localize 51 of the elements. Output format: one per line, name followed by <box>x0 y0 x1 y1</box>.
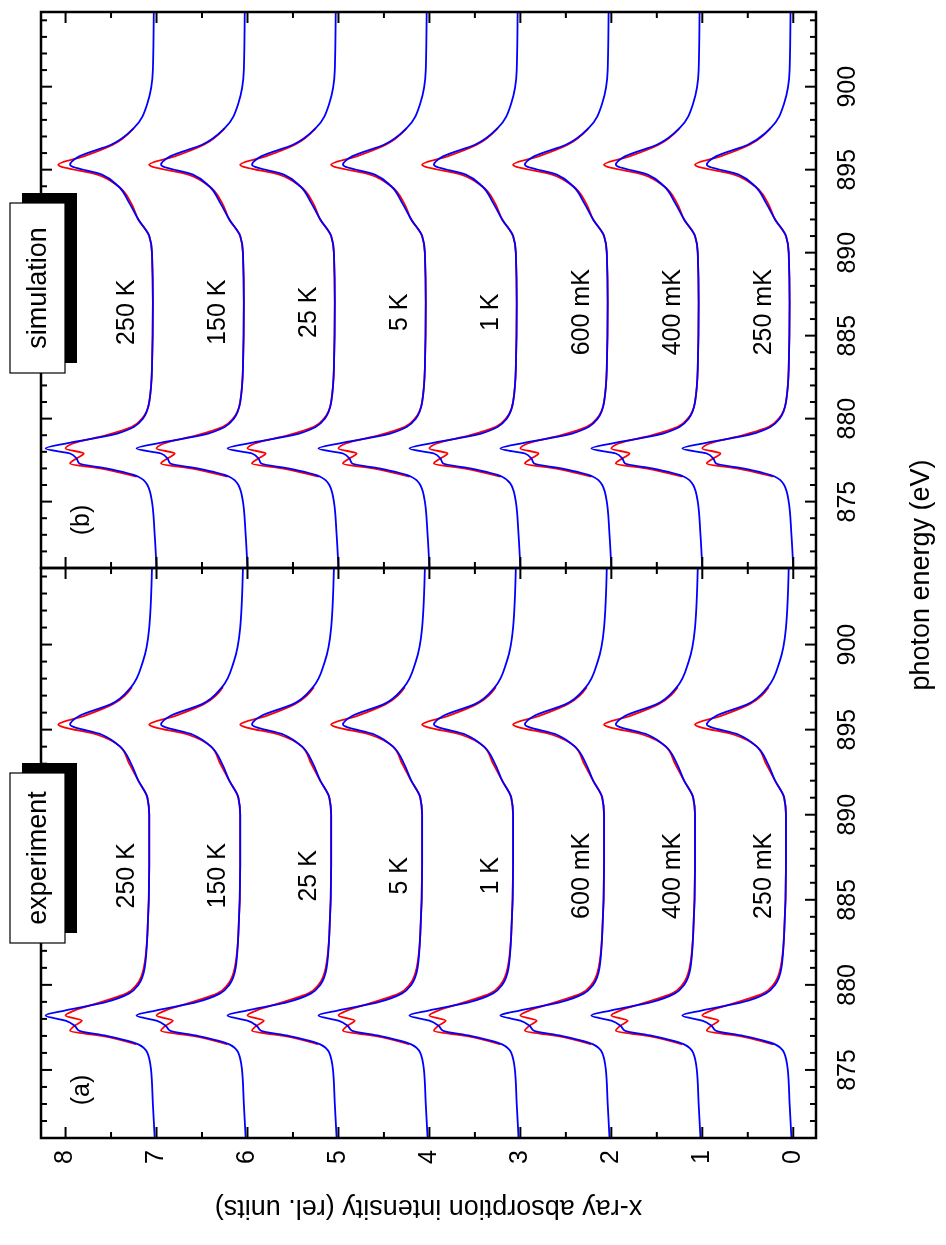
annotation: experiment <box>21 790 52 925</box>
x-tick-label: 3 <box>503 1150 532 1164</box>
y-tick-label: 880 <box>831 397 860 440</box>
x-tick-label: 6 <box>231 1150 260 1164</box>
y-tick-label: 900 <box>831 623 860 666</box>
y-tick-label: 885 <box>831 878 860 921</box>
x-tick-label: 8 <box>49 1150 78 1164</box>
y-tick-label: 890 <box>831 231 860 274</box>
y-tick-label: 875 <box>831 1049 860 1091</box>
annotation: 250 K <box>110 842 139 909</box>
annotation: 400 mK <box>656 832 685 919</box>
x-tick-label: 4 <box>413 1149 442 1164</box>
annotation: 400 mK <box>656 268 685 356</box>
annotation: 5 K <box>383 856 412 895</box>
annotation: (a) <box>65 1074 94 1106</box>
x-axis-title: x-ray absorption intensity (rel. units) <box>214 1193 643 1224</box>
annotation: 25 K <box>292 849 321 902</box>
y-tick-label: 875 <box>831 480 860 523</box>
line-series <box>317 567 429 1139</box>
annotation: simulation <box>21 227 52 349</box>
annotation: 600 mK <box>565 268 594 356</box>
line-series <box>135 567 247 1139</box>
annotation: 1 K <box>474 293 503 332</box>
y-tick-label: 890 <box>831 793 860 836</box>
line-series <box>499 567 611 1139</box>
annotation: (b) <box>65 504 94 536</box>
line-series <box>590 567 702 1139</box>
y-tick-label: 895 <box>831 708 860 751</box>
y-tick-label: 885 <box>831 314 860 357</box>
annotation: 1 K <box>474 856 503 895</box>
line-series <box>44 11 158 569</box>
line-series <box>681 567 793 1139</box>
annotation: 150 K <box>201 279 230 345</box>
x-tick-label: 0 <box>776 1150 805 1164</box>
y-tick-label: 900 <box>831 65 860 108</box>
line-series <box>226 567 338 1139</box>
y-tick-label: 880 <box>831 964 860 1006</box>
x-tick-label: 1 <box>685 1150 714 1164</box>
x-tick-label: 2 <box>594 1150 623 1164</box>
annotation: 600 mK <box>565 832 594 919</box>
annotation: 150 K <box>201 842 230 909</box>
annotation: 25 K <box>292 286 321 338</box>
y-tick-label: 895 <box>831 148 860 191</box>
annotation: 250 mK <box>747 268 776 356</box>
annotation: 250 mK <box>747 832 776 919</box>
y-axis-title: photon energy (eV) <box>905 459 936 691</box>
line-series <box>408 567 520 1139</box>
x-tick-label: 5 <box>322 1150 351 1164</box>
x-tick-label: 7 <box>140 1150 169 1164</box>
annotation: 250 K <box>110 279 139 345</box>
annotation: 5 K <box>383 293 412 332</box>
